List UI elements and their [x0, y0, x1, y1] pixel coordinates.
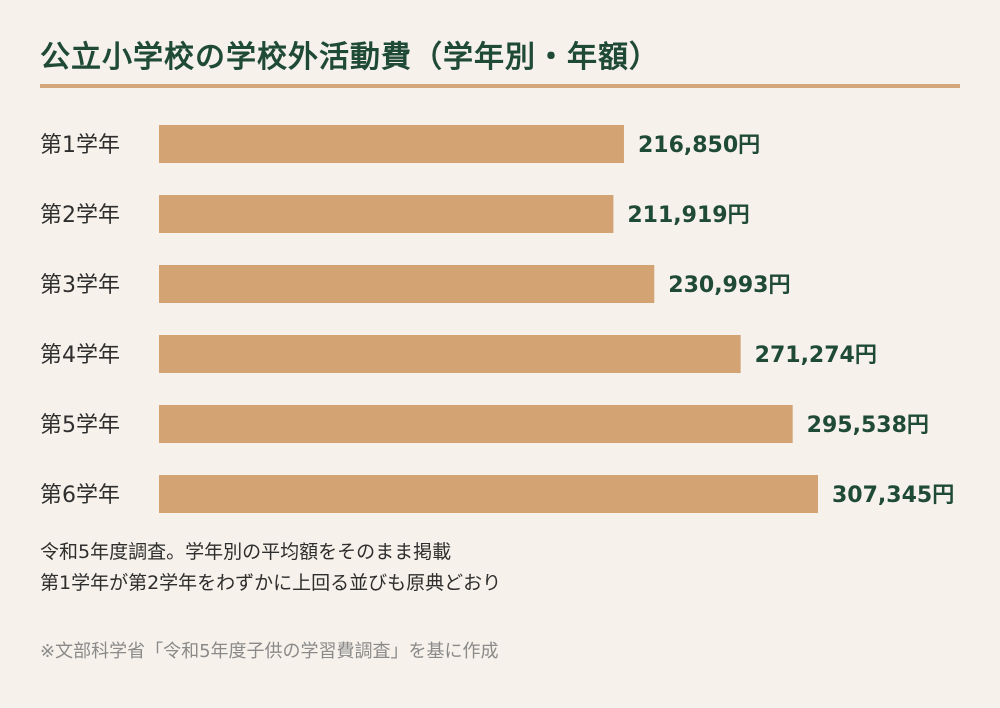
category-label: 第6学年 — [40, 483, 120, 508]
value-label: 307,345円 — [832, 483, 954, 508]
bar — [159, 125, 624, 163]
bar — [159, 475, 818, 513]
value-label: 230,993円 — [668, 273, 790, 298]
value-label: 295,538円 — [807, 413, 929, 438]
bar — [159, 405, 793, 443]
note-line-1: 令和5年度調査。学年別の平均額をそのまま掲載 — [40, 541, 452, 563]
source-citation: ※文部科学省「令和5年度子供の学習費調査」を基に作成 — [40, 641, 499, 662]
category-label: 第5学年 — [40, 413, 120, 438]
bar — [159, 335, 741, 373]
value-label: 211,919円 — [627, 203, 749, 228]
value-label: 271,274円 — [755, 343, 877, 368]
title-divider — [40, 84, 960, 88]
bar — [159, 265, 655, 303]
category-label: 第1学年 — [40, 133, 120, 158]
category-label: 第3学年 — [40, 273, 120, 298]
note-line-2: 第1学年が第2学年をわずかに上回る並びも原典どおり — [40, 572, 502, 594]
chart-title: 公立小学校の学校外活動費（学年別・年額） — [40, 40, 660, 75]
category-label: 第2学年 — [40, 203, 120, 228]
bar — [159, 195, 614, 233]
category-label: 第4学年 — [40, 343, 120, 368]
value-label: 216,850円 — [638, 133, 760, 158]
